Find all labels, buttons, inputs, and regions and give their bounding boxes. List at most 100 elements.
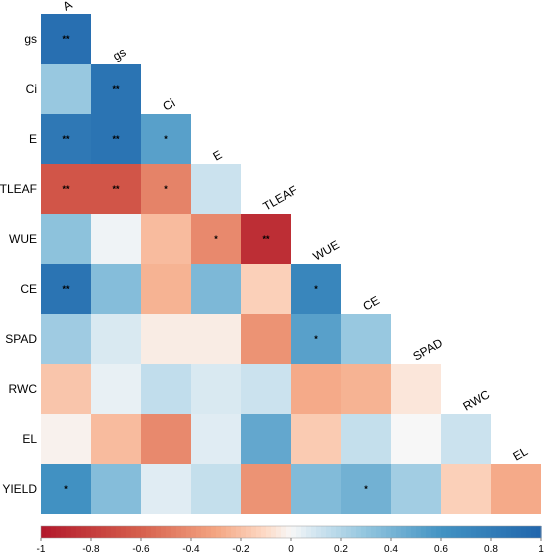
row-label: RWC bbox=[9, 382, 38, 396]
heatmap-cell bbox=[91, 264, 141, 314]
heatmap-cell bbox=[241, 464, 291, 514]
colorbar-segment bbox=[511, 526, 517, 538]
colorbar-segment bbox=[401, 526, 407, 538]
heatmap-cell bbox=[291, 414, 341, 464]
colorbar-segment bbox=[191, 526, 197, 538]
heatmap-cell bbox=[141, 114, 191, 164]
heatmap-cell bbox=[241, 264, 291, 314]
significance-marker: * bbox=[164, 134, 168, 144]
colorbar-segment bbox=[531, 526, 537, 538]
colorbar-segment bbox=[266, 526, 272, 538]
heatmap-cell bbox=[141, 264, 191, 314]
heatmap-cell bbox=[391, 464, 441, 514]
row-label: gs bbox=[24, 32, 37, 46]
colorbar-tick-label: 0 bbox=[288, 544, 294, 555]
column-label: Ci bbox=[161, 96, 178, 114]
row-label: SPAD bbox=[5, 332, 37, 346]
heatmap-cell bbox=[141, 164, 191, 214]
significance-markers: ****** ** *** ** ** **** *** * bbox=[62, 34, 368, 494]
column-label: A bbox=[61, 0, 75, 14]
heatmap-cell bbox=[41, 464, 91, 514]
significance-marker: * bbox=[214, 234, 218, 244]
column-label: CE bbox=[361, 293, 382, 313]
colorbar-segment bbox=[436, 526, 442, 538]
colorbar-segment bbox=[316, 526, 322, 538]
heatmap-cell bbox=[391, 364, 441, 414]
significance-marker: * bbox=[64, 484, 68, 494]
colorbar-segment bbox=[446, 526, 452, 538]
colorbar-segment bbox=[411, 526, 417, 538]
colorbar-tick-label: -0.8 bbox=[82, 544, 100, 555]
heatmap-cell bbox=[91, 364, 141, 414]
colorbar-segment bbox=[221, 526, 227, 538]
colorbar-segment bbox=[301, 526, 307, 538]
heatmap-cell bbox=[91, 214, 141, 264]
colorbar-tick-label: -0.2 bbox=[232, 544, 250, 555]
heatmap-cell bbox=[91, 114, 141, 164]
colorbar-segment bbox=[376, 526, 382, 538]
colorbar-segment bbox=[256, 526, 262, 538]
significance-marker: * bbox=[314, 334, 318, 344]
colorbar-segment bbox=[426, 526, 432, 538]
heatmap-cell bbox=[191, 164, 241, 214]
row-label: WUE bbox=[9, 232, 37, 246]
row-labels: gs Ci E TLEAF WUE CE SPAD RWC EL YIELD bbox=[0, 32, 37, 496]
row-label: YIELD bbox=[2, 482, 37, 496]
heatmap-cell bbox=[141, 414, 191, 464]
heatmap-cell bbox=[191, 364, 241, 414]
colorbar-segment bbox=[521, 526, 527, 538]
colorbar-segment bbox=[66, 526, 72, 538]
heatmap-cell bbox=[291, 264, 341, 314]
heatmap-cell bbox=[41, 214, 91, 264]
colorbar-segment bbox=[136, 526, 142, 538]
significance-marker: ** bbox=[112, 84, 120, 94]
colorbar-segment bbox=[291, 526, 297, 538]
colorbar-segment bbox=[176, 526, 182, 538]
colorbar-segment bbox=[101, 526, 107, 538]
colorbar-segment bbox=[51, 526, 57, 538]
column-label: TLEAF bbox=[261, 183, 300, 214]
colorbar-segment bbox=[461, 526, 467, 538]
heatmap-cell bbox=[141, 314, 191, 364]
colorbar-segment bbox=[441, 526, 447, 538]
colorbar-segment bbox=[261, 526, 267, 538]
colorbar-segment bbox=[506, 526, 512, 538]
colorbar-segment bbox=[251, 526, 257, 538]
heatmap-cell bbox=[91, 464, 141, 514]
heatmap-cell bbox=[191, 414, 241, 464]
colorbar-segment bbox=[81, 526, 87, 538]
heatmap-cell bbox=[341, 414, 391, 464]
row-label: E bbox=[29, 132, 37, 146]
colorbar-tick-label: 0.4 bbox=[384, 544, 398, 555]
colorbar-segment bbox=[471, 526, 477, 538]
colorbar-segment bbox=[321, 526, 327, 538]
colorbar-segment bbox=[536, 526, 542, 538]
colorbar-segment bbox=[71, 526, 77, 538]
heatmap-cell bbox=[341, 314, 391, 364]
colorbar-segment bbox=[456, 526, 462, 538]
colorbar-segment bbox=[206, 526, 212, 538]
significance-marker: ** bbox=[62, 34, 70, 44]
heatmap-cell bbox=[41, 164, 91, 214]
colorbar-segment bbox=[271, 526, 277, 538]
colorbar-segment bbox=[491, 526, 497, 538]
colorbar-segment bbox=[526, 526, 532, 538]
heatmap-cell bbox=[41, 264, 91, 314]
heatmap-cell bbox=[141, 214, 191, 264]
colorbar-segment bbox=[421, 526, 427, 538]
heatmap-cell bbox=[191, 214, 241, 264]
column-label: EL bbox=[511, 444, 531, 464]
colorbar-segment bbox=[246, 526, 252, 538]
colorbar-tick-label: -0.6 bbox=[132, 544, 150, 555]
heatmap-cell bbox=[341, 464, 391, 514]
column-label: gs bbox=[111, 45, 129, 63]
colorbar-segment bbox=[126, 526, 132, 538]
colorbar-segment bbox=[161, 526, 167, 538]
colorbar-segment bbox=[396, 526, 402, 538]
heatmap-cell bbox=[91, 414, 141, 464]
colorbar-segment bbox=[406, 526, 412, 538]
colorbar-segment bbox=[286, 526, 292, 538]
colorbar-segment bbox=[171, 526, 177, 538]
column-label: SPAD bbox=[411, 335, 446, 363]
